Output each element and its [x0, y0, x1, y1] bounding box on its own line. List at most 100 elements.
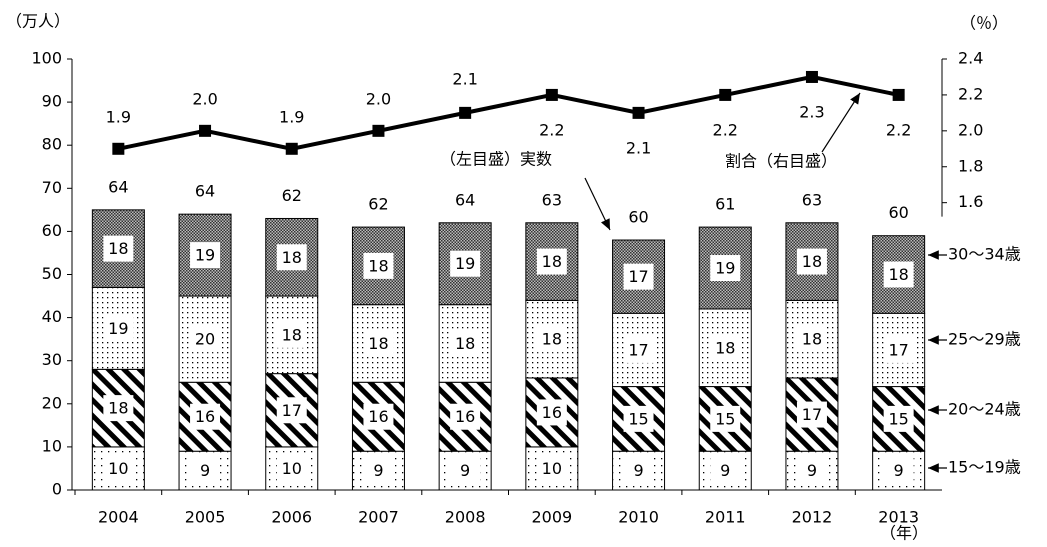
- y2-tick-label: 1.6: [958, 192, 983, 211]
- bar-segment: [351, 304, 405, 383]
- label-box: [103, 315, 134, 342]
- segment-label: 17: [282, 401, 302, 420]
- label-box: [536, 399, 567, 426]
- label-box: [363, 252, 394, 279]
- segment-label: 20: [195, 330, 215, 349]
- total-label: 62: [282, 186, 302, 205]
- label-box: [883, 336, 914, 363]
- y2-tick-label: 2.2: [958, 84, 983, 103]
- segment-label: 16: [195, 407, 215, 426]
- segment-label: 18: [802, 252, 822, 271]
- label-box: [363, 457, 394, 484]
- segment-label: 10: [108, 459, 128, 478]
- line-marker: [199, 124, 212, 137]
- total-label: 60: [628, 208, 648, 227]
- legend-label: 15～19歳: [948, 458, 1021, 477]
- label-box: [796, 248, 827, 275]
- label-box: [623, 405, 654, 432]
- x-tick-label: 2005: [185, 508, 226, 527]
- label-box: [190, 242, 221, 269]
- total-label: 60: [888, 203, 908, 222]
- label-box: [883, 261, 914, 288]
- line-note: 割合（右目盛）: [725, 152, 837, 171]
- segment-label: 18: [108, 239, 128, 258]
- label-box: [883, 457, 914, 484]
- label-box: [536, 326, 567, 353]
- segment-label: 18: [368, 256, 388, 275]
- label-box: [190, 457, 221, 484]
- y2-tick-label: 2.0: [958, 120, 983, 139]
- segment-label: 18: [455, 334, 475, 353]
- label-box: [796, 457, 827, 484]
- label-box: [883, 405, 914, 432]
- segment-label: 16: [455, 407, 475, 426]
- label-box: [190, 403, 221, 430]
- y-tick-label: 50: [42, 264, 62, 283]
- line-value-label: 2.1: [452, 69, 477, 88]
- line-marker: [459, 106, 472, 119]
- line-value-label: 2.2: [539, 120, 564, 139]
- y2-tick-label: 2.4: [958, 49, 983, 68]
- segment-label: 17: [628, 267, 648, 286]
- label-box: [710, 334, 741, 361]
- segment-label: 9: [807, 461, 817, 480]
- label-box: [363, 403, 394, 430]
- total-label: 63: [542, 190, 562, 209]
- label-box: [103, 395, 134, 422]
- x-tick-label: 2008: [445, 508, 486, 527]
- segment-label: 10: [542, 459, 562, 478]
- segment-label: 15: [715, 409, 735, 428]
- y-tick-label: 10: [42, 436, 62, 455]
- line-value-label: 2.2: [713, 120, 738, 139]
- label-box: [450, 403, 481, 430]
- segment-label: 9: [200, 461, 210, 480]
- y-tick-label: 0: [52, 480, 62, 499]
- y2-tick-label: 1.8: [958, 156, 983, 175]
- label-box: [623, 457, 654, 484]
- segment-label: 18: [542, 252, 562, 271]
- y-tick-label: 60: [42, 221, 62, 240]
- segment-label: 9: [373, 461, 383, 480]
- x-tick-label: 2009: [531, 508, 572, 527]
- x-tick-label: 2012: [792, 508, 833, 527]
- line-value-label: 1.9: [106, 107, 131, 126]
- legend-label: 25～29歳: [948, 330, 1021, 349]
- line-marker: [892, 88, 905, 101]
- label-box: [623, 263, 654, 290]
- segment-label: 18: [715, 338, 735, 357]
- segment-label: 19: [195, 246, 215, 265]
- label-box: [450, 250, 481, 277]
- segment-label: 18: [282, 248, 302, 267]
- label-box: [276, 244, 307, 271]
- segment-label: 16: [368, 407, 388, 426]
- x-tick-label: 2010: [618, 508, 659, 527]
- segment-label: 19: [108, 319, 128, 338]
- line-marker: [285, 142, 298, 155]
- line-marker: [805, 70, 818, 83]
- y-tick-label: 20: [42, 393, 62, 412]
- label-box: [796, 401, 827, 428]
- line-marker: [372, 124, 385, 137]
- y-tick-label: 90: [42, 92, 62, 111]
- left-unit: （万人）: [6, 12, 70, 31]
- label-box: [276, 455, 307, 482]
- label-box: [103, 235, 134, 262]
- segment-label: 19: [455, 254, 475, 273]
- bar-segment: [525, 446, 579, 491]
- segment-label: 18: [888, 265, 908, 284]
- total-label: 64: [108, 177, 128, 196]
- label-box: [363, 330, 394, 357]
- segment-label: 18: [108, 399, 128, 418]
- line-value-label: 2.3: [799, 102, 824, 121]
- segment-label: 15: [888, 409, 908, 428]
- y-tick-label: 100: [31, 49, 62, 68]
- total-label: 61: [715, 195, 735, 214]
- label-box: [276, 321, 307, 348]
- segment-label: 9: [460, 461, 470, 480]
- label-box: [710, 405, 741, 432]
- y-tick-label: 80: [42, 135, 62, 154]
- y-tick-label: 30: [42, 350, 62, 369]
- x-tick-label: 2007: [358, 508, 399, 527]
- line-marker: [545, 88, 558, 101]
